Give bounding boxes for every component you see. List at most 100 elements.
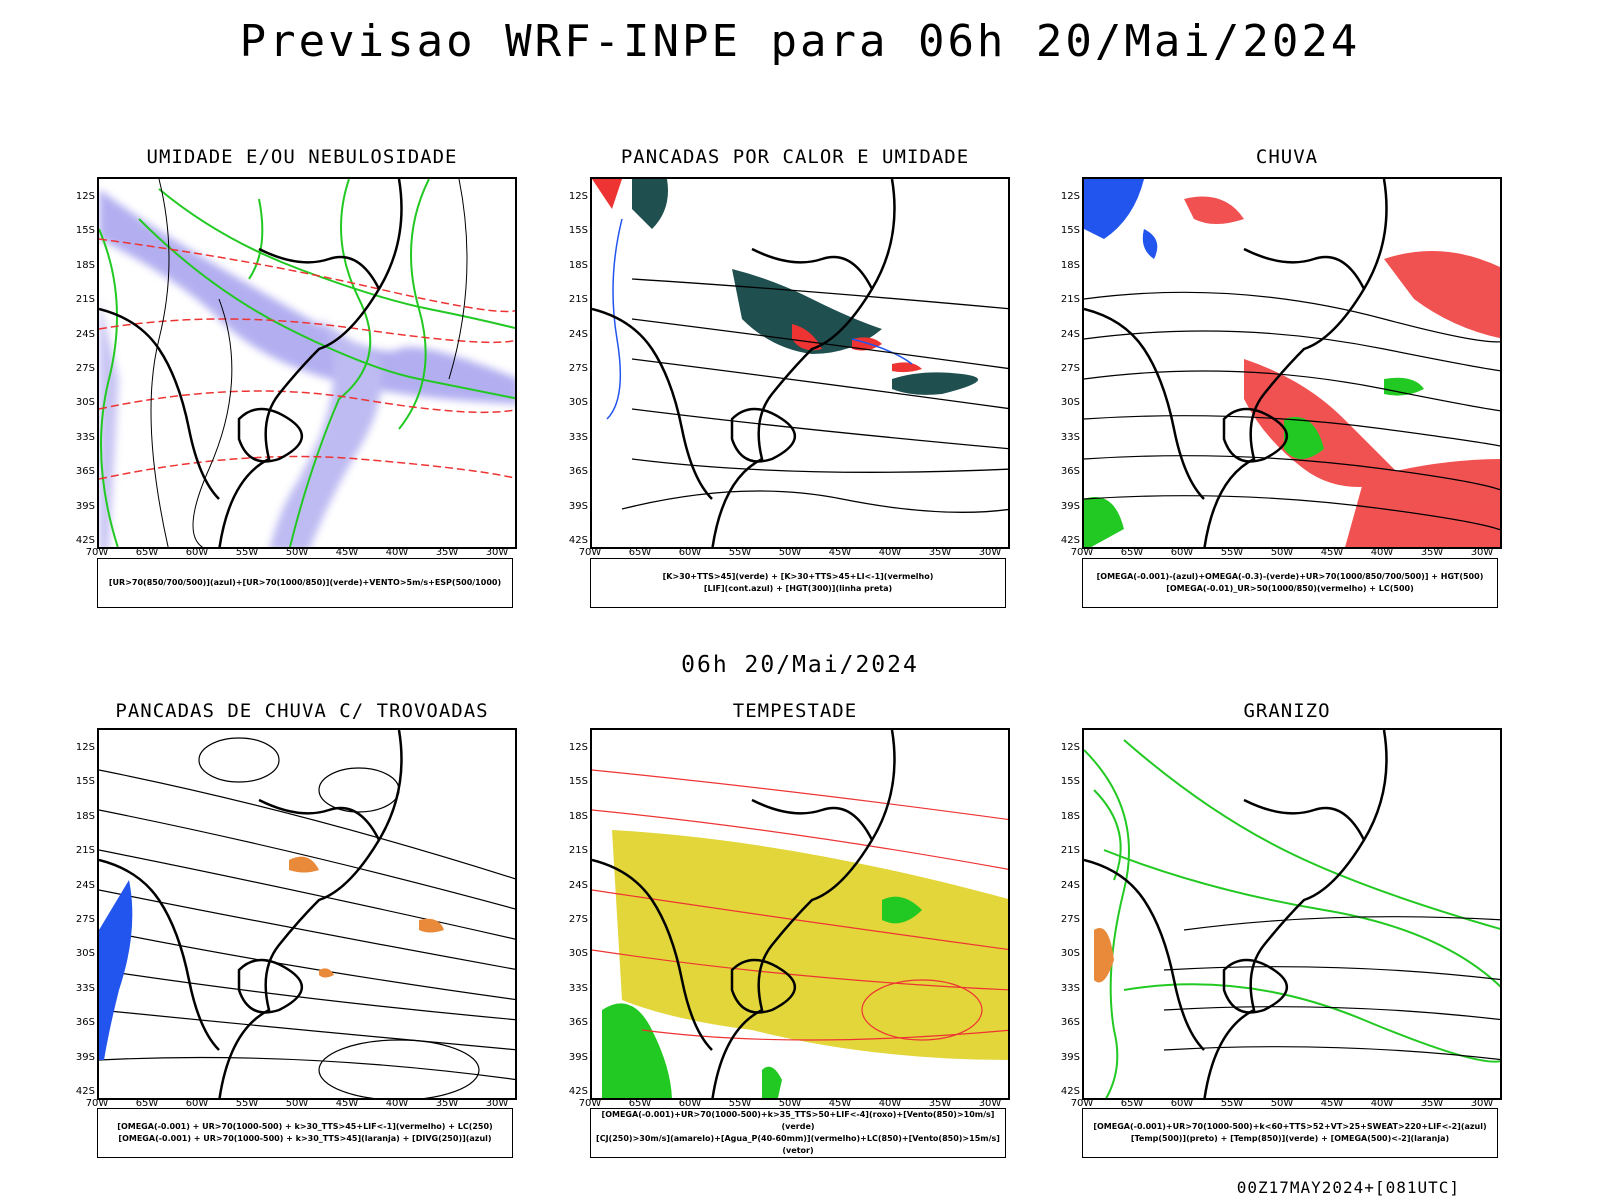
longitude-tick-label: 45W: [335, 547, 359, 558]
longitude-tick-label: 40W: [385, 547, 409, 558]
longitude-tick-label: 30W: [485, 1098, 509, 1109]
panel-title-pancadas-calor: PANCADAS POR CALOR E UMIDADE: [620, 146, 970, 168]
latitude-tick-label: 24S: [568, 328, 588, 340]
latitude-tick-label: 36S: [568, 1017, 588, 1029]
longitude-tick-label: 35W: [435, 547, 459, 558]
latitude-tick-label: 36S: [75, 466, 95, 478]
longitude-tick-label: 55W: [1220, 1098, 1244, 1109]
subtitle: 06h 20/Mai/2024: [681, 652, 919, 678]
latitude-tick-label: 42S: [75, 1086, 95, 1097]
lif-contours: [606, 218, 913, 420]
longitude-tick-label: 55W: [1220, 547, 1244, 558]
storm-shading: [592, 179, 978, 395]
longitude-tick-label: 60W: [678, 1098, 702, 1109]
longitude-tick-label: 65W: [135, 547, 159, 558]
longitude-tick-label: 35W: [1420, 1098, 1444, 1109]
longitude-tick-label: 60W: [1170, 547, 1194, 558]
longitude-tick-label: 40W: [385, 1098, 409, 1109]
longitude-tick-label: 40W: [878, 1098, 902, 1109]
latitude-tick-label: 21S: [568, 294, 588, 306]
map-chuva: [1082, 177, 1502, 549]
longitude-tick-label: 70W: [1070, 1098, 1094, 1109]
longitude-tick-label: 40W: [1370, 1098, 1394, 1109]
latitude-tick-label: 18S: [75, 259, 95, 271]
coastline: [1084, 730, 1388, 1098]
thickness-contours: [99, 238, 515, 480]
longitude-tick-label: 50W: [1270, 547, 1294, 558]
longitude-tick-label: 65W: [135, 1098, 159, 1109]
latitude-tick-label: 39S: [1060, 500, 1080, 512]
latitude-tick-label: 27S: [75, 363, 95, 374]
latitude-tick-label: 42S: [1060, 1086, 1080, 1097]
longitude-tick-label: 50W: [1270, 1098, 1294, 1109]
latitude-tick-label: 30S: [75, 397, 95, 409]
coastline: [99, 730, 403, 1098]
longitude-tick-label: 30W: [485, 547, 509, 558]
latitude-tick-label: 30S: [568, 948, 588, 960]
pressure-contours: [150, 179, 468, 547]
footer-timestamp: 00Z17MAY2024+[081UTC]: [1236, 1178, 1460, 1197]
map-umidade: [97, 177, 517, 549]
longitude-tick-label: 70W: [1070, 547, 1094, 558]
latitude-tick-label: 21S: [75, 294, 95, 306]
panel-title-pancadas-trovoadas: PANCADAS DE CHUVA C/ TROVOADAS: [115, 700, 489, 722]
legend-pancadas-trovoadas: [OMEGA(-0.001) + UR>70(1000-500) + k>30_…: [97, 1108, 513, 1158]
main-title: Previsao WRF-INPE para 06h 20/Mai/2024: [239, 16, 1361, 67]
latitude-tick-label: 21S: [1060, 845, 1080, 857]
latitude-tick-label: 15S: [1060, 776, 1080, 788]
latitude-tick-label: 12S: [75, 742, 95, 753]
longitude-tick-label: 35W: [1420, 547, 1444, 558]
hgt-contours: [621, 278, 1008, 513]
latitude-tick-label: 18S: [1060, 810, 1080, 822]
latitude-tick-label: 39S: [75, 1051, 95, 1063]
latitude-tick-label: 15S: [1060, 225, 1080, 237]
legend-pancadas-calor: [K>30+TTS>45](verde) + [K>30+TTS>45+LI<-…: [590, 558, 1006, 608]
longitude-tick-label: 65W: [628, 1098, 652, 1109]
latitude-tick-label: 24S: [1060, 879, 1080, 891]
coastline: [592, 730, 896, 1098]
latitude-tick-label: 36S: [1060, 466, 1080, 478]
longitude-tick-label: 55W: [728, 547, 752, 558]
panel-title-chuva: CHUVA: [1255, 146, 1319, 168]
wind-green: [602, 896, 922, 1098]
latitude-tick-label: 39S: [568, 1051, 588, 1063]
legend-granizo: [OMEGA(-0.001)+UR>70(1000-500)+k<60+TTS>…: [1082, 1108, 1498, 1158]
latitude-tick-label: 12S: [1060, 191, 1080, 202]
coastline: [99, 179, 403, 547]
longitude-tick-label: 50W: [778, 547, 802, 558]
latitude-tick-label: 27S: [1060, 914, 1080, 925]
latitude-tick-label: 42S: [1060, 535, 1080, 546]
latitude-tick-label: 21S: [75, 845, 95, 857]
latitude-tick-label: 33S: [1060, 982, 1080, 994]
panel-title-umidade: UMIDADE E/OU NEBULOSIDADE: [146, 146, 458, 168]
longitude-tick-label: 35W: [928, 547, 952, 558]
latitude-tick-label: 33S: [75, 431, 95, 443]
latitude-tick-label: 39S: [75, 500, 95, 512]
longitude-tick-label: 50W: [778, 1098, 802, 1109]
streamlines-red: [592, 769, 1008, 1041]
longitude-tick-label: 65W: [628, 547, 652, 558]
panel-title-granizo: GRANIZO: [1243, 700, 1331, 722]
latitude-tick-label: 15S: [75, 225, 95, 237]
latitude-tick-label: 30S: [568, 397, 588, 409]
temp500-black: [1163, 916, 1500, 1061]
latitude-tick-label: 18S: [75, 810, 95, 822]
longitude-tick-label: 60W: [678, 547, 702, 558]
longitude-tick-label: 40W: [1370, 547, 1394, 558]
latitude-tick-label: 42S: [75, 535, 95, 546]
humidity-shading: [99, 189, 515, 547]
latitude-tick-label: 24S: [75, 328, 95, 340]
longitude-tick-label: 70W: [85, 547, 109, 558]
longitude-tick-label: 30W: [978, 547, 1002, 558]
longitude-tick-label: 60W: [1170, 1098, 1194, 1109]
longitude-tick-label: 45W: [1320, 1098, 1344, 1109]
map-tempestade: [590, 728, 1010, 1100]
longitude-tick-label: 50W: [285, 547, 309, 558]
rain-blue: [1084, 179, 1158, 259]
green-contours: [99, 179, 515, 547]
latitude-tick-label: 12S: [568, 742, 588, 753]
latitude-tick-label: 27S: [75, 914, 95, 925]
latitude-tick-label: 33S: [568, 982, 588, 994]
map-pancadas-calor: [590, 177, 1010, 549]
latitude-tick-label: 18S: [1060, 259, 1080, 271]
